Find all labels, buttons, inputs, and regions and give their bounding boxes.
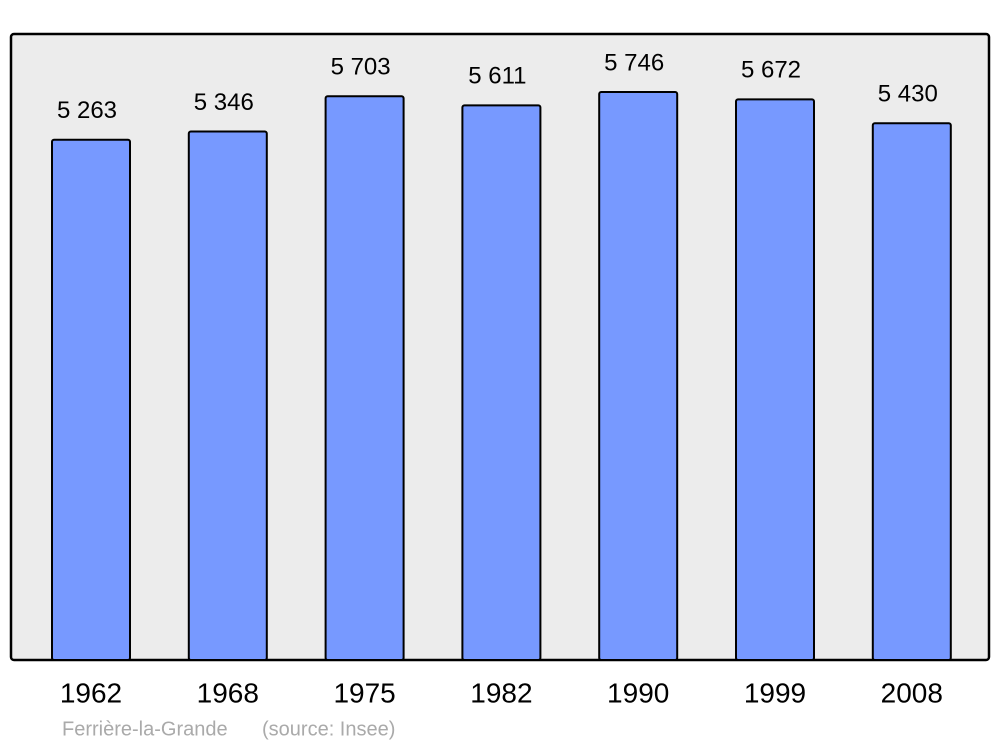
x-tick-label: 1968: [197, 677, 259, 708]
x-tick-label: 2008: [881, 677, 943, 708]
value-label: 5 430: [878, 81, 938, 108]
bar: [187, 130, 268, 662]
bar: [598, 91, 679, 661]
value-label: 5 672: [741, 57, 801, 84]
x-tick-label: 1962: [60, 677, 122, 708]
value-label: 5 263: [57, 97, 117, 124]
bar: [871, 122, 952, 661]
chart-title: Ferrière-la-Grande: [62, 718, 228, 740]
value-label: 5 346: [194, 89, 254, 116]
bar: [324, 95, 405, 661]
bar: [51, 138, 131, 661]
x-tick-label: 1990: [607, 677, 669, 708]
bar: [461, 104, 542, 662]
value-label: 5 611: [468, 63, 526, 90]
bar: [735, 98, 815, 661]
x-tick-label: 1975: [333, 677, 395, 708]
value-label: 5 703: [331, 54, 391, 81]
x-tick-label: 1982: [470, 677, 532, 708]
source-note: (source: Insee): [262, 718, 395, 740]
x-tick-label: 1999: [744, 677, 806, 708]
value-label: 5 746: [604, 49, 664, 76]
